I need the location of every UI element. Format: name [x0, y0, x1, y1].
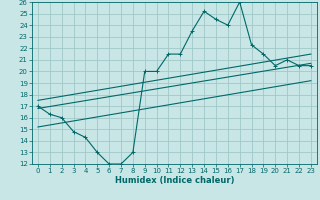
X-axis label: Humidex (Indice chaleur): Humidex (Indice chaleur): [115, 176, 234, 185]
